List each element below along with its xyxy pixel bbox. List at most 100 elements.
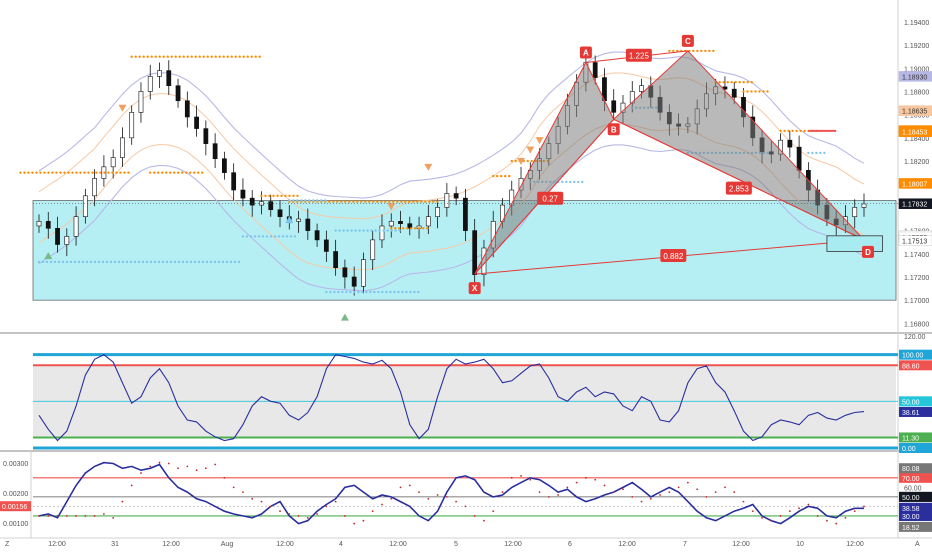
candle-body (129, 112, 135, 139)
osc2-left-axis-tick: 0.00100 (3, 521, 28, 528)
harmonic-ratio-badge (625, 48, 652, 62)
candle (240, 178, 246, 207)
resistance-dots-dot (158, 55, 161, 58)
candle-body (64, 236, 70, 245)
osc2-signal-dot (251, 497, 254, 500)
osc2-signal-dot (538, 491, 541, 494)
resistance-dots-dot (83, 171, 86, 174)
candle-body (147, 76, 153, 92)
resistance-dots-dot (340, 200, 343, 203)
candle-body (314, 230, 320, 241)
candle-body (36, 221, 42, 227)
support-dots-dot (209, 260, 213, 264)
osc2-signal-dot (594, 478, 597, 481)
support-dots-dot (569, 180, 572, 184)
support-dots-dot (308, 199, 311, 202)
support-dots-dot (385, 290, 388, 294)
candle-body (305, 218, 311, 231)
candle (268, 194, 274, 217)
resistance-dots-dot (181, 171, 184, 174)
support-dots-dot (57, 260, 61, 264)
time-axis-label: 12:00 (504, 541, 522, 548)
osc2-signal-dot (390, 497, 393, 500)
support-dots-dot (153, 260, 157, 264)
resistance-dots-dot (190, 55, 193, 58)
support-dots-dot (285, 235, 289, 238)
time-axis-label: 12:00 (618, 541, 636, 548)
time-axis-label: 12:00 (276, 541, 294, 548)
resistance-dots-dot (55, 171, 58, 174)
support-dots-dot (811, 151, 814, 155)
resistance-dots (668, 49, 715, 53)
resistance-dots-dot (400, 200, 403, 203)
osc2-signal-dot (455, 500, 458, 503)
osc1-axis-tick: 120.00 (904, 334, 926, 341)
support-dots-dot (386, 229, 389, 232)
osc2-signal-dot (520, 475, 522, 477)
osc2-signal-dot (668, 491, 671, 494)
resistance-dots-dot (422, 227, 425, 230)
support-dots-dot (165, 260, 169, 264)
resistance-dots-dot (398, 227, 401, 230)
price-tag (898, 126, 932, 137)
resistance-dots-dot (31, 171, 34, 174)
support-dots-dot (69, 260, 73, 264)
resistance-dots-dot (742, 81, 745, 84)
resistance-dots (288, 200, 439, 203)
support-dots (288, 199, 327, 202)
support-dots-dot (105, 260, 109, 264)
osc2-signal-dot (214, 463, 217, 466)
osc2-signal-dot (816, 515, 819, 517)
support-dots-dot (241, 235, 245, 238)
harmonic-point-x-badge (468, 282, 481, 295)
support-dots-dot (370, 229, 373, 232)
price-tag (898, 71, 932, 82)
candle-body (453, 193, 459, 199)
osc2-signal-dot (483, 519, 485, 522)
candle-body (157, 70, 162, 77)
resistance-dots-dot (284, 194, 287, 198)
support-dots-dot (325, 290, 328, 294)
resistance-dots-dot (71, 171, 74, 174)
candle (120, 127, 125, 167)
candle-body (398, 221, 403, 224)
support-dots-dot (329, 290, 332, 294)
osc2-signal-dot (557, 494, 560, 496)
osc1-last-tag (899, 406, 932, 417)
support-dots-dot (197, 260, 201, 264)
resistance-dots-dot (380, 200, 383, 203)
candle (194, 105, 199, 137)
prz-box (826, 235, 883, 252)
support-dots-dot (373, 290, 376, 294)
resistance-dots-dot (206, 55, 209, 58)
candle-body (388, 221, 394, 227)
resistance-dots-dot (162, 55, 165, 58)
support-dots-dot (273, 235, 277, 238)
osc1-level-tag (899, 349, 932, 360)
support-dots-dot (189, 260, 193, 264)
support-dots-dot (265, 235, 269, 238)
support-dots-dot (193, 260, 197, 264)
candle (101, 155, 107, 187)
support-dots-dot (49, 260, 53, 264)
resistance-dots-dot (169, 171, 172, 174)
resistance-dots-dot (762, 90, 765, 93)
resistance-dots-dot (696, 49, 699, 53)
resistance-dots-dot (730, 81, 733, 84)
support-dots-dot (316, 199, 319, 202)
support-dots-dot (61, 260, 65, 264)
resistance-dots-dot (288, 194, 291, 198)
candle (184, 91, 190, 128)
osc2-signal-dot (269, 505, 272, 508)
candle-body (796, 146, 802, 171)
support-dots-dot (121, 260, 125, 264)
support-dots-dot (97, 260, 101, 264)
time-axis-label: 31 (111, 541, 119, 548)
resistance-dots-dot (496, 174, 499, 178)
osc2-signal-dot (724, 486, 726, 489)
candle (231, 163, 237, 201)
resistance-dots-dot (150, 55, 153, 58)
osc2-left-tag (0, 501, 31, 512)
